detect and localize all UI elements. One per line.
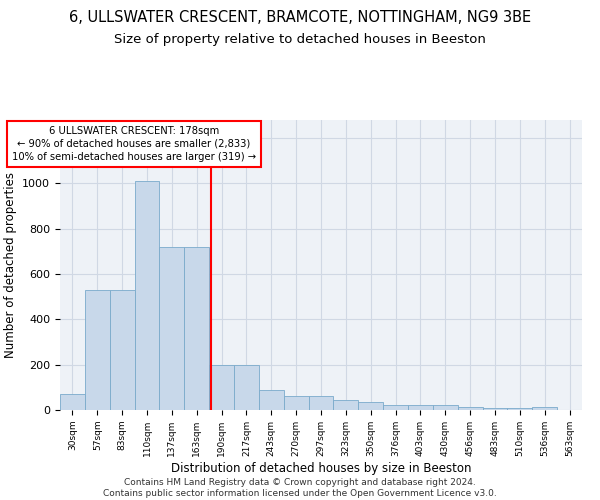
Bar — [234, 364, 259, 410]
Bar — [134, 181, 160, 410]
Bar — [209, 364, 234, 410]
Bar — [358, 402, 383, 410]
Text: 6, ULLSWATER CRESCENT, BRAMCOTE, NOTTINGHAM, NG9 3BE: 6, ULLSWATER CRESCENT, BRAMCOTE, NOTTING… — [69, 10, 531, 25]
Text: Contains HM Land Registry data © Crown copyright and database right 2024.
Contai: Contains HM Land Registry data © Crown c… — [103, 478, 497, 498]
Bar — [458, 406, 482, 410]
X-axis label: Distribution of detached houses by size in Beeston: Distribution of detached houses by size … — [171, 462, 471, 474]
Y-axis label: Number of detached properties: Number of detached properties — [4, 172, 17, 358]
Bar — [308, 396, 334, 410]
Bar — [433, 406, 458, 410]
Bar — [408, 406, 433, 410]
Bar — [383, 406, 408, 410]
Text: Size of property relative to detached houses in Beeston: Size of property relative to detached ho… — [114, 32, 486, 46]
Bar — [110, 290, 134, 410]
Bar — [482, 408, 508, 410]
Bar — [532, 406, 557, 410]
Bar — [184, 247, 209, 410]
Bar — [60, 394, 85, 410]
Bar — [334, 400, 358, 410]
Text: 6 ULLSWATER CRESCENT: 178sqm
← 90% of detached houses are smaller (2,833)
10% of: 6 ULLSWATER CRESCENT: 178sqm ← 90% of de… — [12, 126, 256, 162]
Bar — [284, 396, 308, 410]
Bar — [85, 290, 110, 410]
Bar — [259, 390, 284, 410]
Bar — [508, 408, 532, 410]
Bar — [160, 247, 184, 410]
